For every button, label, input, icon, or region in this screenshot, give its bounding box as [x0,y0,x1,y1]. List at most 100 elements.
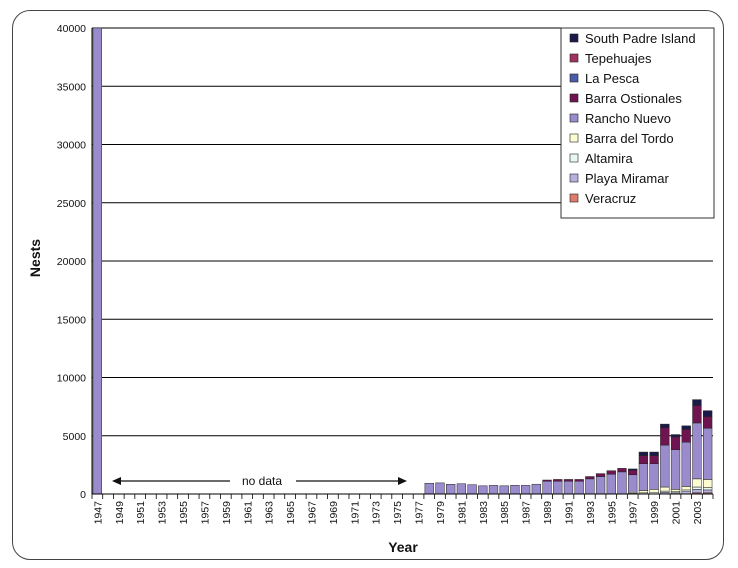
x-tick-label: 1991 [563,501,575,525]
bar-2004-series-5 [703,416,713,429]
bar-2004-series-8 [703,410,713,417]
bar-1998-series-4 [638,463,649,491]
legend-swatch [569,173,579,183]
no-data-annotation: no data [112,474,407,488]
bar-1992-series-4 [574,480,584,495]
bar-2000-series-4 [660,444,670,488]
bar-2003-series-4 [692,422,702,480]
bar-2000-series-5 [660,427,670,446]
x-tick-label: 1995 [606,501,618,525]
y-tick-label: 25000 [57,198,86,210]
legend-swatch [569,73,579,83]
bar-2002-series-5 [681,429,691,443]
bar-1947-series-4 [92,27,102,495]
bar-2001-series-4 [670,449,681,490]
y-tick-label: 20000 [57,256,86,268]
bar-2000-series-3 [660,486,670,492]
bar-1991-series-4 [563,480,574,495]
x-tick-label: 2003 [692,501,704,525]
x-tick-label: 1993 [585,501,597,525]
bar-1993-series-5 [585,476,595,480]
legend-swatch [569,33,579,43]
bar-1998-series-3 [638,490,649,494]
bar-2002-series-2 [681,489,691,492]
x-axis-title: Year [388,539,418,555]
y-tick-label: 30000 [57,140,86,152]
legend-swatch [569,133,579,143]
bar-2003-series-2 [692,486,702,490]
legend-label: Barra del Tordo [585,131,674,146]
bar-2001-series-8 [670,434,681,438]
legend-label: Tepehuajes [585,51,652,66]
legend-label: Playa Miramar [585,171,669,186]
bar-1986-series-4 [510,485,520,495]
bar-1996-series-5 [617,468,627,473]
bar-1992-series-5 [574,479,584,482]
x-tick-label: 1951 [135,501,147,525]
annotation-arrowhead-left [112,477,121,485]
x-tick-label: 1975 [392,501,404,525]
bar-1993-series-4 [585,478,595,495]
bar-2002-series-3 [681,486,691,491]
legend: South Padre Island Tepehuajes La Pesca Barr… [560,27,715,219]
x-tick-label: 1957 [199,501,211,525]
y-tick-label: 0 [80,489,86,501]
bar-1997-series-5 [628,469,638,476]
annotation-arrowhead-right [398,477,407,485]
bar-1999-series-8 [649,451,659,456]
x-tick-label: 1981 [456,501,468,525]
bar-1985-series-4 [499,485,509,495]
bar-1981-series-4 [456,483,467,495]
bar-1979-series-4 [435,482,445,495]
bar-1987-series-4 [520,485,531,495]
bar-1983-series-4 [478,485,488,495]
bar-1999-series-4 [649,463,659,490]
bar-2000-series-8 [660,423,670,428]
bar-2003-series-5 [692,405,702,424]
y-tick-label: 5000 [63,431,87,443]
x-tick-label: 1971 [349,501,361,525]
bar-1994-series-5 [595,473,606,477]
bar-2003-series-3 [692,478,702,488]
bar-2003-series-8 [692,399,702,406]
x-tick-label: 1965 [285,501,297,525]
x-tick-label: 1963 [264,501,276,525]
x-tick-label: 1987 [521,501,533,525]
legend-label: South Padre Island [585,31,696,46]
x-tick-label: 1967 [306,501,318,525]
y-tick-label: 15000 [57,314,86,326]
x-tick-label: 1973 [371,501,383,525]
bar-1997-series-8 [628,468,638,471]
bar-1995-series-5 [606,470,616,475]
x-tick-label: 1969 [328,501,340,525]
x-tick-label: 1953 [157,501,169,525]
y-tick-label: 40000 [57,23,86,35]
bar-1978-series-4 [424,482,434,495]
bar-2001-series-3 [670,489,681,492]
bar-2004-series-1 [703,489,713,494]
bar-1998-series-5 [638,455,649,464]
x-tick-label: 1955 [178,501,190,525]
x-tick-label: 1983 [478,501,490,525]
x-tick-label: 1947 [92,501,104,525]
bar-1984-series-4 [488,485,499,495]
x-tick-label: 1949 [114,501,126,525]
y-tick-label: 10000 [57,373,86,385]
bar-1999-series-3 [649,489,659,493]
bar-2004-series-2 [703,487,713,491]
bar-1980-series-4 [446,484,456,495]
bar-1990-series-4 [553,480,563,495]
bar-1996-series-4 [617,471,627,495]
bar-1994-series-4 [595,476,606,495]
x-tick-label: 1977 [414,501,426,525]
legend-box [560,27,715,219]
bar-1989-series-5 [542,479,552,482]
bar-1989-series-4 [542,480,552,495]
bar-1999-series-5 [649,455,659,464]
bar-2003-series-1 [692,489,702,494]
bar-1991-series-5 [563,479,574,482]
bar-2004-series-3 [703,479,713,488]
legend-swatch [569,93,579,103]
y-tick-label: 35000 [57,81,86,93]
